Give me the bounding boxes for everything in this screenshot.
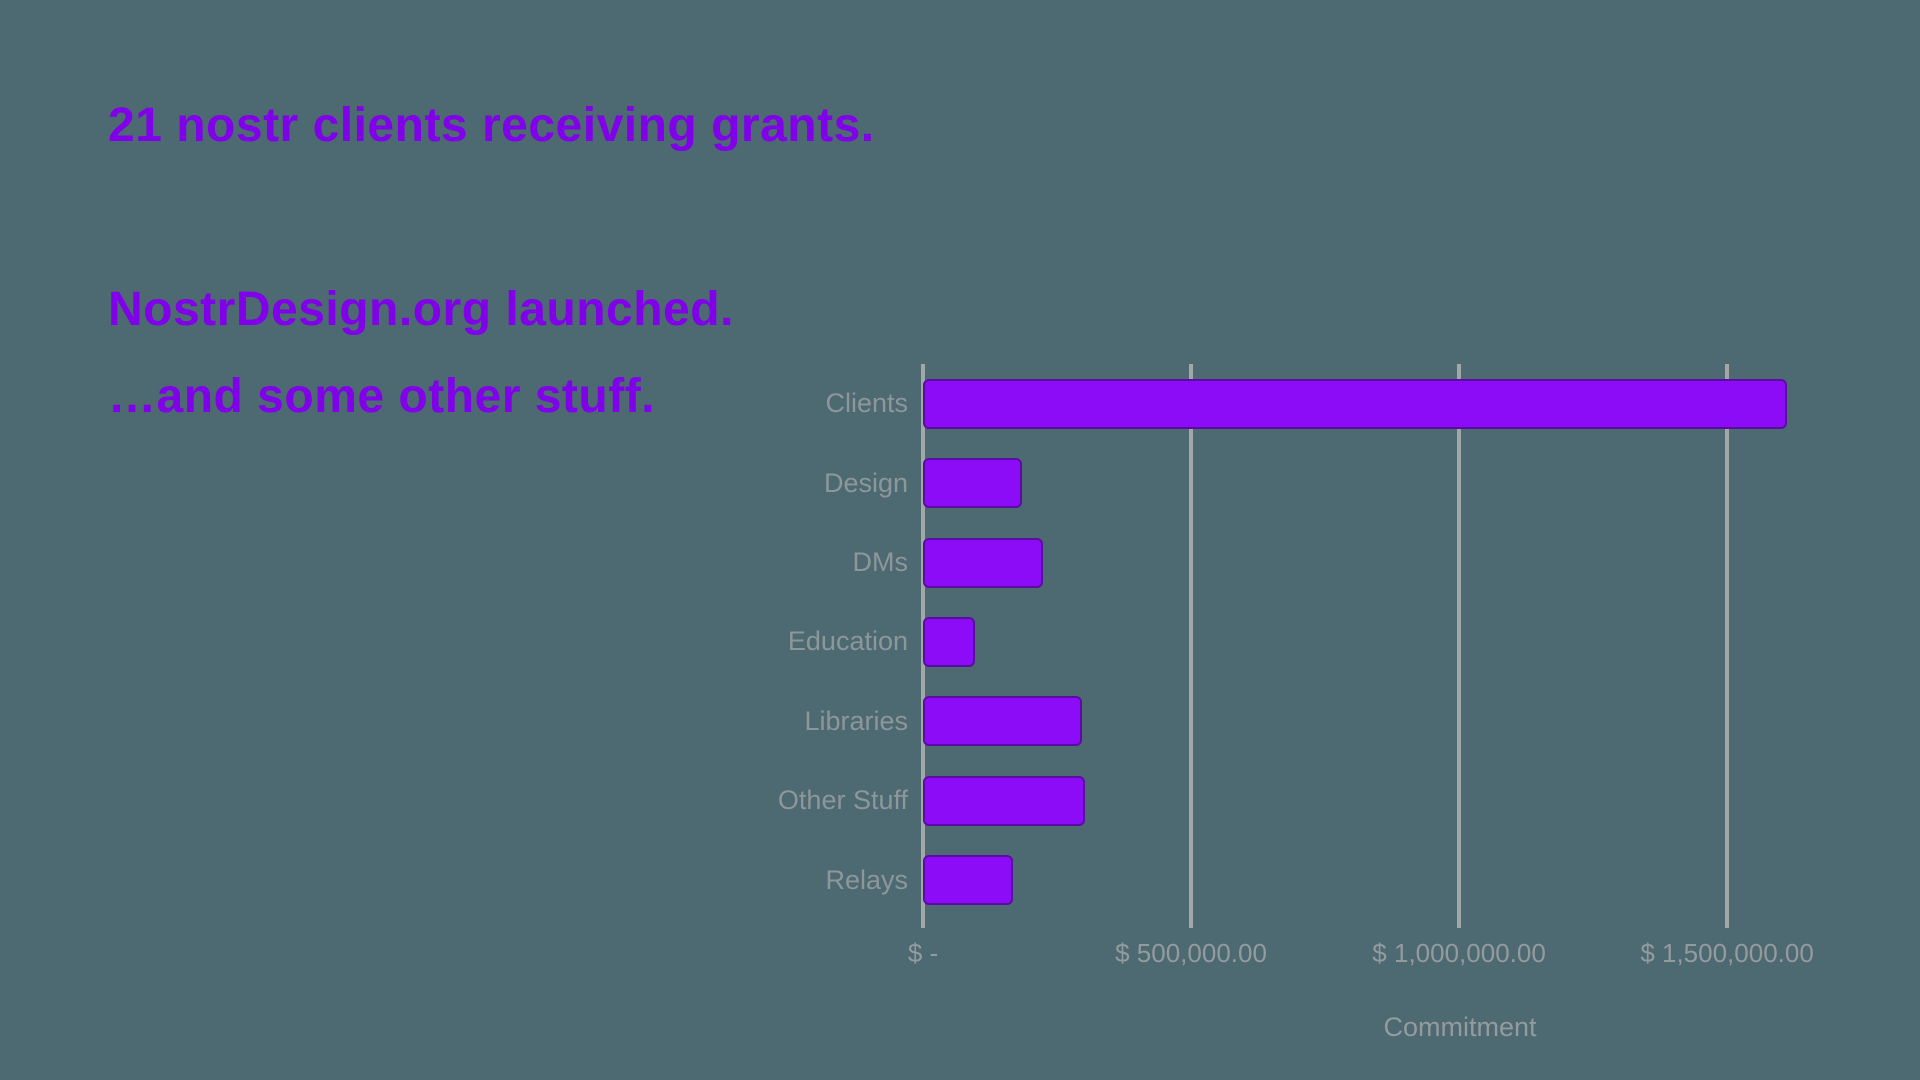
category-row: Relays bbox=[0, 841, 908, 920]
category-label: Other Stuff bbox=[777, 785, 908, 816]
category-row: Other Stuff bbox=[0, 761, 908, 840]
bar-design bbox=[923, 458, 1022, 509]
category-axis-labels: Clients Design DMs Education Libraries Other … bbox=[0, 364, 908, 920]
x-tick-label: $ 500,000.00 bbox=[1115, 938, 1267, 968]
bar-other-stuff bbox=[923, 775, 1085, 826]
category-label: Clients bbox=[825, 388, 908, 419]
headline-secondary-block: NostrDesign.org launched. …and some othe… bbox=[108, 266, 734, 440]
bar-dms bbox=[923, 537, 1044, 588]
x-axis-title: Commitment bbox=[1383, 1012, 1537, 1042]
headline-other-stuff: …and some other stuff. bbox=[108, 370, 656, 423]
category-row: Education bbox=[0, 602, 908, 681]
category-row: DMs bbox=[0, 523, 909, 602]
bar-education bbox=[923, 617, 975, 667]
x-tick-label: $ 1,500,000.00 bbox=[1640, 938, 1814, 968]
x-tick-label: $ - bbox=[907, 938, 939, 968]
x-tick-label: $ 1,000,000.00 bbox=[1372, 938, 1546, 968]
category-label: Relays bbox=[825, 864, 908, 895]
category-label: Education bbox=[787, 626, 908, 657]
gridline bbox=[1725, 364, 1730, 928]
headline-grants: 21 nostr clients receiving grants. bbox=[108, 99, 875, 152]
category-label: Libraries bbox=[804, 705, 908, 736]
bar-relays bbox=[923, 855, 1014, 906]
gridline bbox=[1189, 364, 1194, 928]
bar-clients bbox=[923, 378, 1788, 429]
category-label: DMs bbox=[852, 547, 909, 578]
category-row: Design bbox=[0, 443, 908, 522]
category-row: Libraries bbox=[0, 682, 908, 761]
category-row: Clients bbox=[0, 364, 908, 443]
category-label: Design bbox=[823, 467, 908, 498]
headline-nostrdesign-launched: NostrDesign.org launched. bbox=[108, 283, 734, 336]
plot-area bbox=[921, 364, 1830, 928]
gridline bbox=[1457, 364, 1462, 928]
bar-libraries bbox=[923, 696, 1082, 747]
